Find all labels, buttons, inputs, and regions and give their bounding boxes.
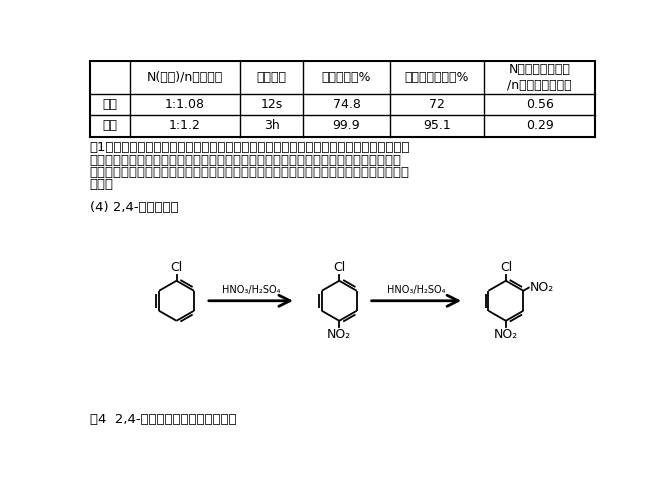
Text: 烧瓶: 烧瓶 [102,120,117,132]
Text: NO₂: NO₂ [494,328,518,341]
Text: 性有明显提高，且副产物相对较少。分析原因，尺寸被微型化的微通道反应器，强化了传: 性有明显提高，且副产物相对较少。分析原因，尺寸被微型化的微通道反应器，强化了传 [90,154,401,167]
Text: HNO₃/H₂SO₄: HNO₃/H₂SO₄ [387,285,446,295]
Text: 74.8: 74.8 [333,98,361,111]
Text: NO₂: NO₂ [327,328,351,341]
Text: 99.9: 99.9 [333,120,360,132]
Text: 单硝基氯苯产率%: 单硝基氯苯产率% [405,71,470,84]
Text: Cl: Cl [170,261,182,274]
Text: 0.29: 0.29 [526,120,554,132]
Text: HNO₃/H₂SO₄: HNO₃/H₂SO₄ [222,285,280,295]
Text: 12s: 12s [261,98,283,111]
Text: 图4  2,4-二硝基氯苯合成反应方程式: 图4 2,4-二硝基氯苯合成反应方程式 [90,413,236,426]
Text: 氯苯转化率%: 氯苯转化率% [322,71,371,84]
Text: 择性。: 择性。 [90,178,114,191]
Text: Cl: Cl [500,261,512,274]
Text: Cl: Cl [333,261,345,274]
Text: 微反: 微反 [102,98,117,111]
Text: (4) 2,4-二硝基氯苯: (4) 2,4-二硝基氯苯 [90,201,178,215]
Text: 95.1: 95.1 [424,120,451,132]
Text: NO₂: NO₂ [530,281,554,294]
Text: 停留时间: 停留时间 [257,71,287,84]
Text: 0.56: 0.56 [526,98,554,111]
Text: 3h: 3h [264,120,280,132]
Text: 72: 72 [429,98,445,111]
Text: 1:1.08: 1:1.08 [165,98,205,111]
Text: 热、传质过程，弱化了反应中邻位空间位阻效应，利于生成邻硝基氯苯，提高了氯苯邻位选: 热、传质过程，弱化了反应中邻位空间位阻效应，利于生成邻硝基氯苯，提高了氯苯邻位选 [90,166,409,179]
Text: 表1结果表明，在微通道反应器中，氯苯单程转化率虽相对较低，但所得到产物中邻位选择: 表1结果表明，在微通道反应器中，氯苯单程转化率虽相对较低，但所得到产物中邻位选择 [90,141,410,154]
Text: N(氯苯)/n（硝酸）: N(氯苯)/n（硝酸） [147,71,223,84]
Text: 1:1.2: 1:1.2 [169,120,201,132]
Text: N（邻硝基氯苯）
/n（对硝基氯苯）: N（邻硝基氯苯） /n（对硝基氯苯） [508,63,572,92]
